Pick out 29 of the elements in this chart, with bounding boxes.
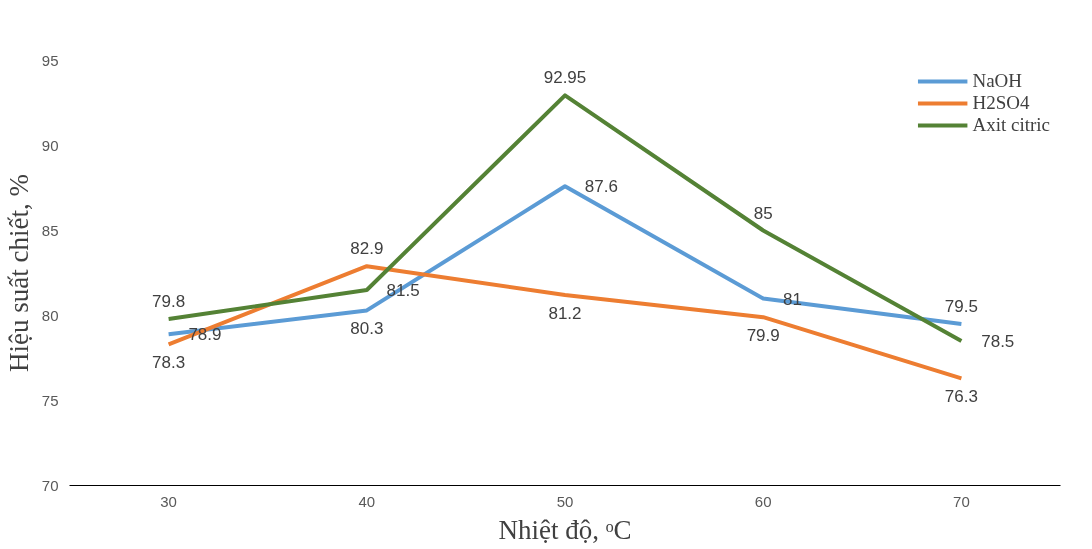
x-tick-label: 30 bbox=[160, 492, 177, 510]
x-tick-label: 70 bbox=[953, 492, 970, 510]
data-label: 85 bbox=[753, 203, 773, 223]
data-label: 79.9 bbox=[746, 326, 780, 346]
data-label: 80.3 bbox=[350, 319, 384, 339]
data-label: 78.9 bbox=[188, 325, 222, 345]
x-tick-label: 60 bbox=[754, 492, 772, 510]
y-tick-label: 90 bbox=[41, 136, 59, 154]
data-label: 79.8 bbox=[152, 291, 186, 311]
data-label: 87.6 bbox=[584, 177, 618, 197]
x-tick-label: 50 bbox=[556, 492, 574, 510]
y-tick-label: 85 bbox=[41, 221, 59, 239]
data-label: 81.2 bbox=[548, 304, 582, 324]
data-label: 76.3 bbox=[944, 387, 978, 407]
y-tick-label: 75 bbox=[41, 391, 59, 409]
data-label: 92.95 bbox=[543, 68, 587, 88]
data-label: 79.5 bbox=[944, 297, 978, 316]
data-label: 78.5 bbox=[981, 332, 1015, 351]
legend-label: Axit citric bbox=[972, 114, 1050, 136]
y-tick-label: 70 bbox=[41, 476, 59, 494]
legend-label: NaOH bbox=[972, 70, 1023, 92]
y-axis-title: Hiệu suất chiết, % bbox=[3, 174, 34, 372]
x-axis-title: Nhiệt độ, ᵒC bbox=[498, 514, 632, 545]
y-tick-label: 95 bbox=[41, 51, 59, 69]
data-label: 78.3 bbox=[152, 353, 186, 373]
x-tick-label: 40 bbox=[358, 492, 376, 510]
data-label: 82.9 bbox=[350, 239, 384, 259]
y-tick-label: 80 bbox=[41, 306, 59, 324]
legend-label: H2SO4 bbox=[972, 92, 1030, 114]
